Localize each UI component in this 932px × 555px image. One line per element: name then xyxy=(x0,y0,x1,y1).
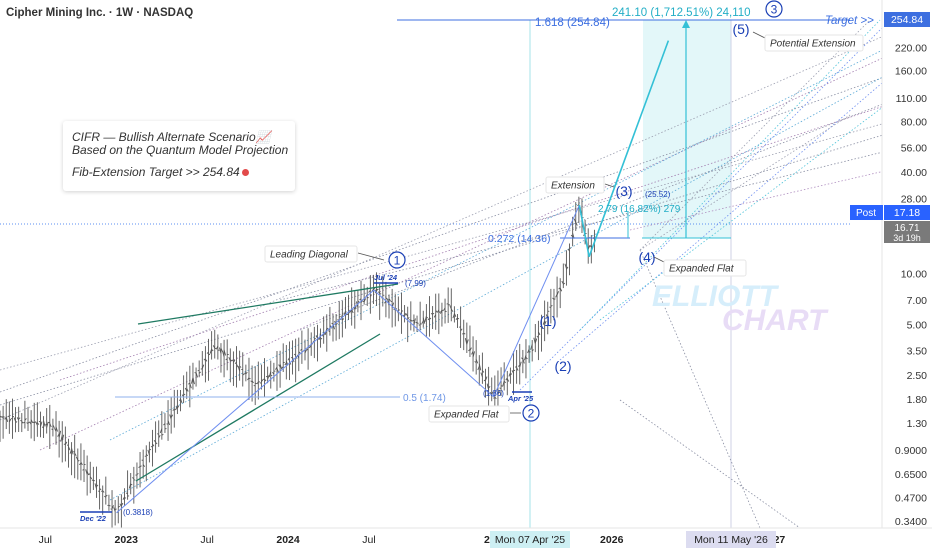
wave-label-sub: (4) xyxy=(638,249,655,265)
svg-text:Post: Post xyxy=(856,208,876,219)
candle-open xyxy=(260,383,262,384)
y-tick-label: 110.00 xyxy=(896,93,927,105)
x-tick-label: 2026 xyxy=(600,534,624,546)
y-tick-label: 3.50 xyxy=(907,346,928,358)
y-tick-label: 80.00 xyxy=(901,116,927,128)
annotation-text: Expanded Flat xyxy=(669,264,735,275)
x-tick-label: Jul xyxy=(362,534,375,546)
post-price-badge: Post 17.18 xyxy=(850,205,930,220)
target-dot-icon xyxy=(242,169,249,176)
point-label-03818: (0.3818) xyxy=(123,508,153,517)
target-label: Target >> xyxy=(825,15,874,27)
last-price-badge: 16.71 3d 19h xyxy=(884,221,930,243)
y-tick-label: 28.00 xyxy=(901,193,927,205)
y-tick-label: 1.30 xyxy=(907,418,928,430)
y-tick-label: 5.00 xyxy=(907,319,928,331)
candle-close xyxy=(124,498,126,499)
y-tick-label: 40.00 xyxy=(901,167,927,179)
y-tick-label: 160.00 xyxy=(895,66,927,78)
y-tick-label: 0.4700 xyxy=(895,493,927,505)
note-line-3: Fib-Extension Target >> 254.84 xyxy=(72,165,249,179)
y-tick-label: 10.00 xyxy=(901,269,927,281)
fib-05-label: 0.5 (1.74) xyxy=(403,393,446,404)
note-line-3-text: Fib-Extension Target >> 254.84 xyxy=(72,165,240,179)
y-tick-label: 0.9000 xyxy=(895,445,927,457)
y-tick-label: 1.80 xyxy=(907,394,928,406)
svg-text:3d 19h: 3d 19h xyxy=(893,233,921,243)
y-tick-label: 0.6500 xyxy=(895,469,927,481)
note-line-2: Based on the Quantum Model Projection xyxy=(72,143,288,157)
candle-open xyxy=(157,434,159,435)
svg-text:17.18: 17.18 xyxy=(894,207,920,219)
wave-label-1: 1 xyxy=(394,254,401,268)
annotation-text: Leading Diagonal xyxy=(270,250,349,261)
point-label-186: (1.86) xyxy=(483,389,504,398)
target-price-badge: 254.84 xyxy=(884,12,930,27)
time-badge-apr25: Mon 07 Apr '25 xyxy=(490,531,570,548)
candle-close xyxy=(380,294,382,295)
y-tick-label: 7.00 xyxy=(907,295,928,307)
candle-close xyxy=(218,350,220,351)
wave-label-2: 2 xyxy=(528,407,535,421)
measure-label-small: 2.79 (16.82%) 279 xyxy=(598,204,681,215)
time-axis-bg xyxy=(0,528,932,550)
candle-open xyxy=(462,333,464,334)
date-label-jul24: Jul '24 xyxy=(374,273,398,282)
candle-open xyxy=(39,421,41,422)
candle-close xyxy=(134,480,136,481)
measure-label-large: 241.10 (1,712.51%) 24,110 xyxy=(612,7,751,19)
candle-open xyxy=(151,446,153,447)
x-tick-label: 2024 xyxy=(276,534,300,546)
candle-open xyxy=(198,370,200,371)
candle-open xyxy=(419,325,421,326)
date-label-apr25: Apr '25 xyxy=(507,394,534,403)
watermark-chart: CHART xyxy=(722,304,829,337)
candle-open xyxy=(51,429,53,430)
x-tick-label: Jul xyxy=(39,534,52,546)
candle-close xyxy=(249,378,251,379)
candle-close xyxy=(448,304,450,305)
point-label-799: (7.99) xyxy=(405,279,426,288)
annotation-text: Extension xyxy=(551,181,595,192)
x-tick-label: Jul xyxy=(200,534,213,546)
wave-label-sub: (2) xyxy=(554,358,571,374)
wave-label-sub: (1) xyxy=(539,313,556,329)
candle-close xyxy=(445,311,447,312)
x-tick-label: 2023 xyxy=(115,534,139,546)
chart-title: Cipher Mining Inc. · 1W · NASDAQ xyxy=(6,7,193,19)
svg-text:254.84: 254.84 xyxy=(891,14,923,26)
y-tick-label: 220.00 xyxy=(895,42,927,54)
y-tick-label: 56.00 xyxy=(901,143,927,155)
fib-0272-label: 0.272 (14.36) xyxy=(488,233,550,245)
wave-label-3: 3 xyxy=(771,3,778,17)
scenario-note[interactable]: CIFR — Bullish Alternate Scenario📈 Based… xyxy=(63,121,295,191)
svg-text:Mon 11 May '26: Mon 11 May '26 xyxy=(694,534,768,546)
y-tick-label: 2.50 xyxy=(907,370,928,382)
point-label-2552: (25.52) xyxy=(645,190,671,199)
candle-open xyxy=(42,427,44,428)
annotation-text: Expanded Flat xyxy=(434,410,500,421)
time-badge-may26: Mon 11 May '26 xyxy=(686,531,776,548)
candle-close xyxy=(554,299,556,300)
wave-label-sub: (3) xyxy=(615,183,632,199)
svg-text:Mon 07 Apr '25: Mon 07 Apr '25 xyxy=(495,534,565,546)
candle-close xyxy=(109,505,111,506)
fib-1618-label: 1.618 (254.84) xyxy=(535,17,610,29)
date-label-dec22: Dec '22 xyxy=(80,514,107,523)
annotation-text: Potential Extension xyxy=(770,39,856,50)
wave-label-sub: (5) xyxy=(732,21,749,37)
note-line-1: CIFR — Bullish Alternate Scenario📈 xyxy=(72,130,271,144)
y-tick-label: 0.3400 xyxy=(895,516,927,528)
